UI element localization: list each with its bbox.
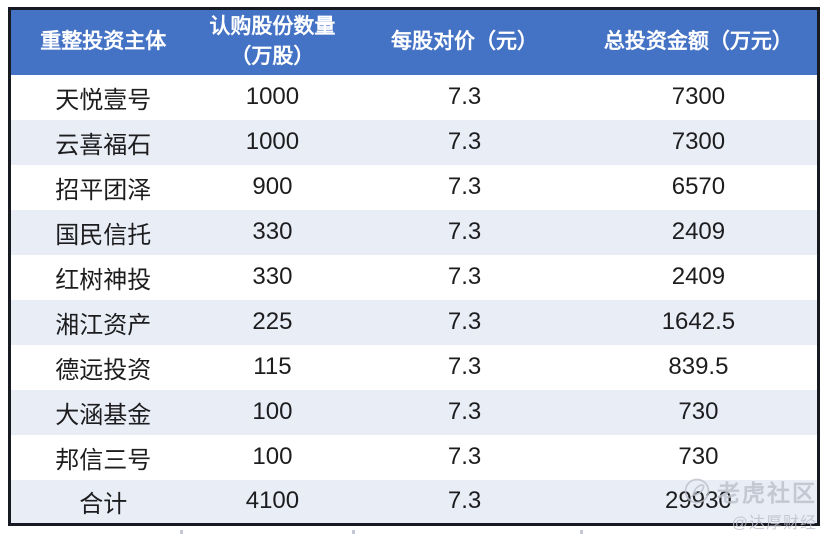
table-cell-col3: 7.3: [447, 218, 482, 245]
table-cell-col3: 7.3: [447, 308, 482, 335]
table-cell-col4: 1642.5: [661, 308, 736, 335]
table-cell-col4: 730: [678, 398, 719, 425]
table-cell-col3: 7.3: [447, 128, 482, 155]
table-cell-col4: 2409: [671, 218, 726, 245]
table-cell-col3: 7.3: [447, 398, 482, 425]
table-row: 招平团泽 900 7.3 6570: [9, 164, 819, 210]
table-row: 德远投资 115 7.3 839.5: [9, 344, 819, 390]
table-cell-col2: 115: [253, 353, 292, 380]
table-cell-col1: 天悦壹号: [55, 86, 152, 114]
table-row: 天悦壹号 1000 7.3 7300: [9, 74, 819, 120]
table-cell-col3: 7.3: [447, 263, 482, 290]
table-cell-col2: 1000: [245, 83, 300, 110]
table-cell-col2: 900: [252, 173, 293, 200]
table-cell-col2: 4100: [245, 487, 300, 515]
table-cell-col1: 国民信托: [55, 221, 152, 249]
table-row: 邦信三号 100 7.3 730: [9, 434, 819, 480]
table-cell-col2: 1000: [245, 128, 300, 155]
cropped-next-row-gridline: [180, 530, 183, 534]
table-cell-col2: 100: [252, 443, 293, 470]
table-cell-col3: 7.3: [447, 353, 482, 380]
table-header: 重整投资主体 认购股份数量 （万股） 每股对价（元） 总投资金额（万元）: [9, 8, 819, 75]
table-cell-col1: 大涵基金: [55, 401, 152, 429]
table-header-row: 重整投资主体 认购股份数量 （万股） 每股对价（元） 总投资金额（万元）: [9, 8, 819, 75]
table-cell-col2: 330: [252, 218, 293, 245]
table-cell-col3: 7.3: [447, 173, 482, 200]
table-cell-col1: 云喜福石: [55, 131, 152, 159]
col-header-total-investment: 总投资金额（万元）: [579, 8, 819, 75]
table-cell-col2: 330: [252, 263, 293, 290]
table-row: 大涵基金 100 7.3 730: [9, 389, 819, 435]
table-cell-col4: 7300: [671, 128, 726, 155]
col-header-entity: 重整投资主体: [9, 8, 196, 75]
table-cell-col4: 29930: [665, 487, 732, 515]
table-cell-col4: 839.5: [668, 353, 729, 380]
table-cell-col3: 7.3: [447, 487, 482, 515]
table-body: 天悦壹号 1000 7.3 7300 云喜福石 1000 7.3 7300 招平团泽 900 7.3…: [9, 74, 819, 525]
cropped-next-row-gridline: [580, 530, 583, 534]
table-cell-col4: 730: [678, 443, 719, 470]
table-cell-col1: 合计: [79, 490, 128, 518]
table-cell-col1: 招平团泽: [55, 176, 152, 204]
table-cell-col2: 100: [252, 398, 293, 425]
table-cell-col1: 湘江资产: [55, 311, 152, 339]
table-row: 国民信托 330 7.3 2409: [9, 209, 819, 255]
table-cell-col4: 6570: [671, 173, 726, 200]
table-row: 湘江资产 225 7.3 1642.5: [9, 299, 819, 345]
cropped-next-row-gridline: [352, 530, 355, 534]
table-cell-col4: 7300: [671, 83, 726, 110]
table-total-row: 合计 4100 7.3 29930: [9, 479, 819, 525]
table-cell-col3: 7.3: [447, 443, 482, 470]
col-header-shares: 认购股份数量 （万股）: [195, 8, 350, 75]
table-row: 红树神投 330 7.3 2409: [9, 254, 819, 300]
table-row: 云喜福石 1000 7.3 7300: [9, 119, 819, 165]
table-cell-col1: 邦信三号: [55, 446, 152, 474]
table-cell-col4: 2409: [671, 263, 726, 290]
table-cell-col1: 红树神投: [55, 266, 152, 294]
table-cell-col2: 225: [252, 308, 293, 335]
table-cell-col1: 德远投资: [55, 356, 152, 384]
restructuring-investment-table: 重整投资主体 认购股份数量 （万股） 每股对价（元） 总投资金额（万元） 天悦壹…: [8, 7, 820, 526]
table-cell-col3: 7.3: [447, 83, 482, 110]
col-header-price-per-share: 每股对价（元）: [349, 8, 580, 75]
